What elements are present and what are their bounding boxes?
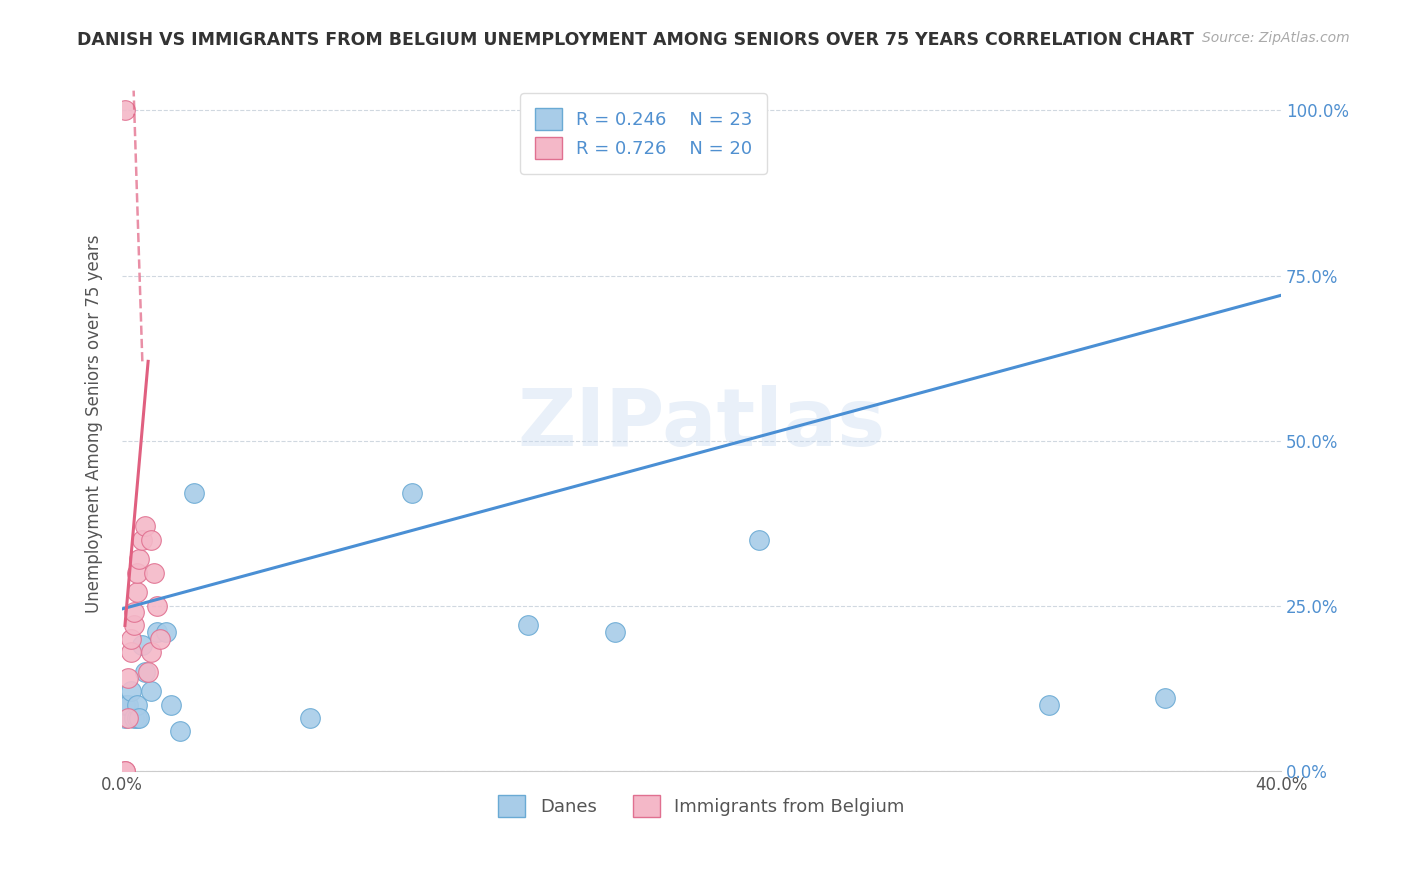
Point xyxy=(149,632,172,646)
Point xyxy=(146,625,169,640)
Point xyxy=(120,632,142,646)
Text: DANISH VS IMMIGRANTS FROM BELGIUM UNEMPLOYMENT AMONG SENIORS OVER 75 YEARS CORRE: DANISH VS IMMIGRANTS FROM BELGIUM UNEMPL… xyxy=(77,31,1194,49)
Point xyxy=(139,533,162,547)
Point xyxy=(125,585,148,599)
Point xyxy=(160,698,183,712)
Point xyxy=(401,486,423,500)
Point xyxy=(139,645,162,659)
Point xyxy=(516,618,538,632)
Y-axis label: Unemployment Among Seniors over 75 years: Unemployment Among Seniors over 75 years xyxy=(86,235,103,614)
Point xyxy=(125,566,148,580)
Point xyxy=(117,698,139,712)
Point xyxy=(169,724,191,739)
Point xyxy=(122,711,145,725)
Point xyxy=(139,684,162,698)
Point xyxy=(114,711,136,725)
Point xyxy=(117,711,139,725)
Point xyxy=(1154,691,1177,706)
Point xyxy=(128,552,150,566)
Point xyxy=(120,645,142,659)
Point xyxy=(125,711,148,725)
Point xyxy=(114,698,136,712)
Point xyxy=(131,533,153,547)
Point xyxy=(128,711,150,725)
Point xyxy=(183,486,205,500)
Point xyxy=(142,566,165,580)
Point xyxy=(131,638,153,652)
Point xyxy=(120,684,142,698)
Point xyxy=(748,533,770,547)
Point xyxy=(136,665,159,679)
Text: Source: ZipAtlas.com: Source: ZipAtlas.com xyxy=(1202,31,1350,45)
Point xyxy=(146,599,169,613)
Point xyxy=(603,625,626,640)
Point xyxy=(122,605,145,619)
Point xyxy=(114,103,136,118)
Point xyxy=(134,519,156,533)
Point xyxy=(117,671,139,685)
Point xyxy=(155,625,177,640)
Text: ZIPatlas: ZIPatlas xyxy=(517,385,886,463)
Point xyxy=(134,665,156,679)
Point xyxy=(122,618,145,632)
Point xyxy=(114,764,136,778)
Point xyxy=(1038,698,1060,712)
Legend: Danes, Immigrants from Belgium: Danes, Immigrants from Belgium xyxy=(491,788,912,824)
Point xyxy=(125,698,148,712)
Point xyxy=(114,764,136,778)
Point xyxy=(299,711,322,725)
